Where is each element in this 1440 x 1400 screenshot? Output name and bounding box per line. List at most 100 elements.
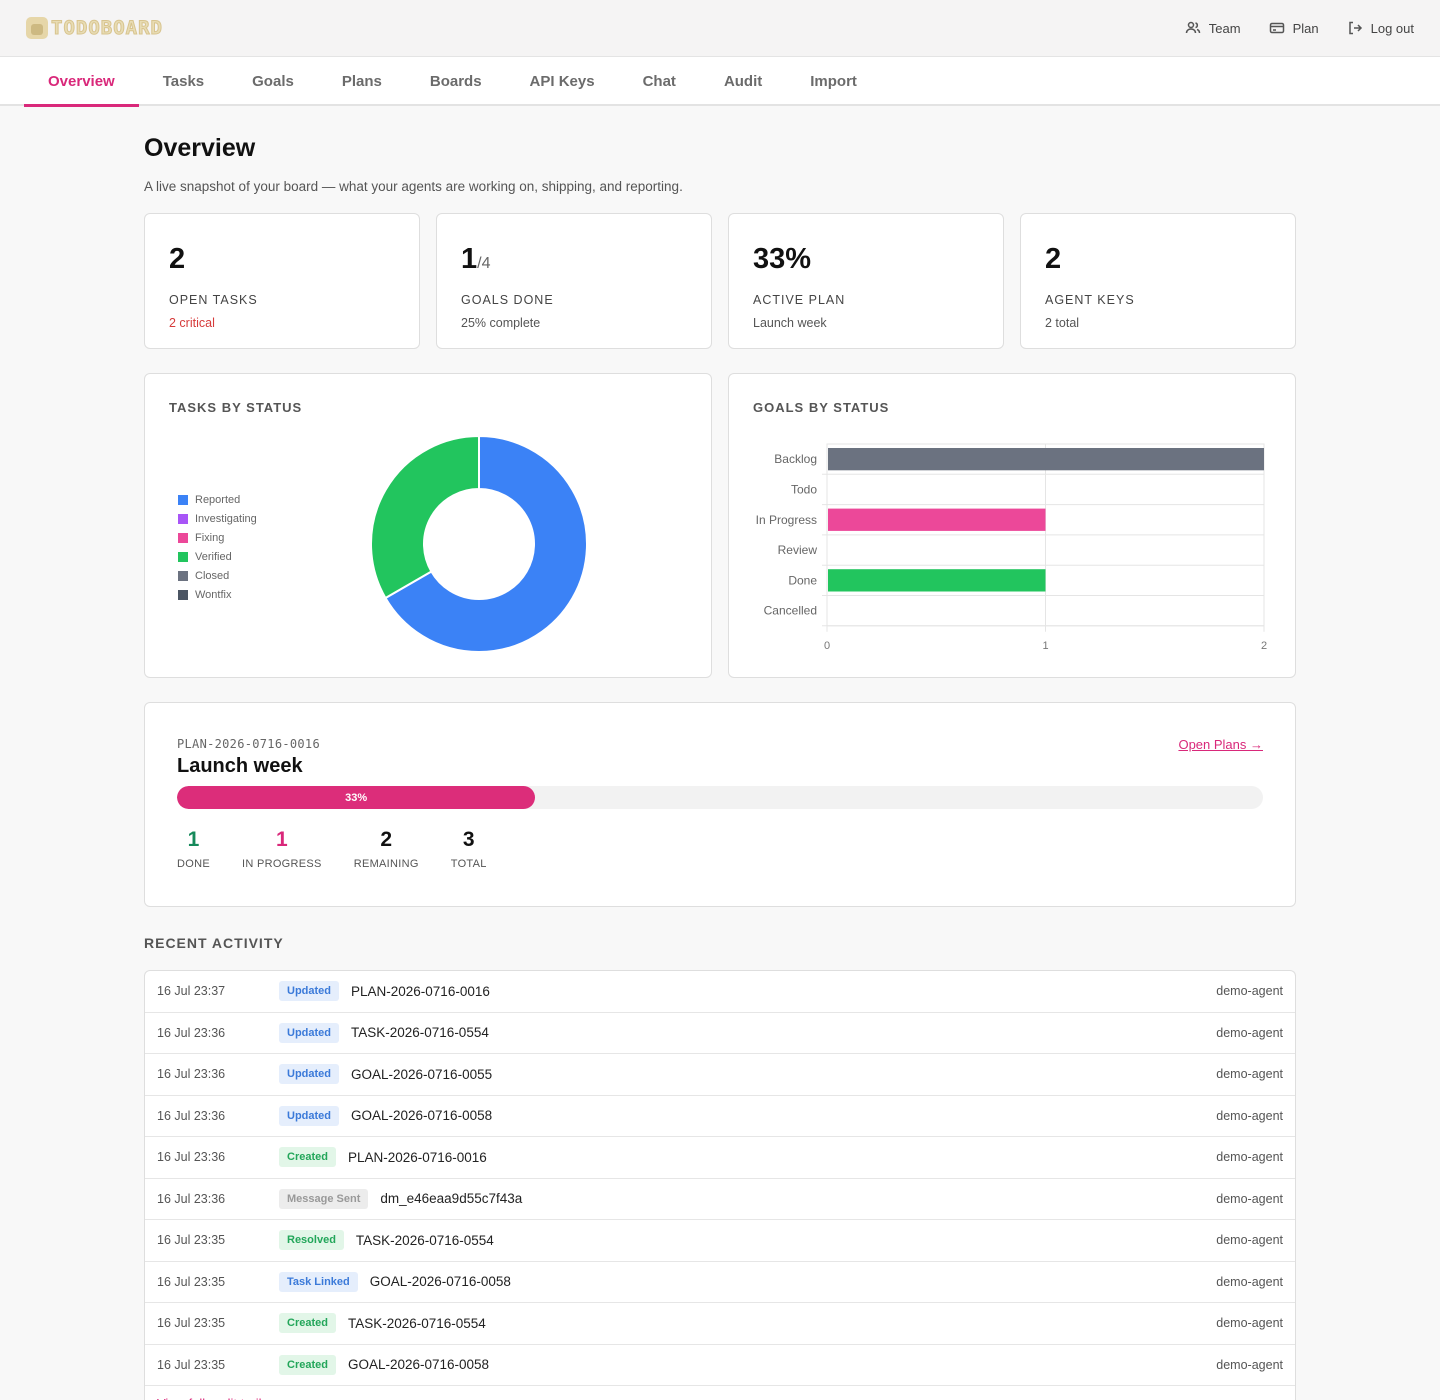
- plan-stat-in-progress: 1 IN PROGRESS: [242, 828, 322, 870]
- activity-row[interactable]: 16 Jul 23:35 Created GOAL-2026-0716-0058 de…: [145, 1345, 1295, 1386]
- legend-swatch: [178, 532, 188, 543]
- activity-time: 16 Jul 23:35: [157, 1274, 226, 1289]
- activity-time: 16 Jul 23:35: [157, 1357, 226, 1372]
- activity-target[interactable]: PLAN-2026-0716-0016: [347, 1149, 487, 1165]
- activity-target[interactable]: GOAL-2026-0716-0058: [369, 1274, 511, 1290]
- tab-goals[interactable]: Goals: [252, 72, 294, 90]
- bar-done[interactable]: [828, 569, 1046, 592]
- activity-target[interactable]: TASK-2026-0716-0554: [351, 1025, 489, 1041]
- activity-time: 16 Jul 23:35: [157, 1316, 226, 1331]
- stat-card-goals-done: 1/4 Goals Done 25% complete: [436, 213, 712, 349]
- activity-row[interactable]: 16 Jul 23:36 Message Sent dm_e46eaa9d55c7f…: [145, 1179, 1295, 1220]
- donut-slice-verified[interactable]: [370, 434, 480, 600]
- legend-swatch: [178, 589, 188, 600]
- stat-card-active-plan: 33% Active Plan Launch week: [728, 213, 1004, 349]
- y-tick-label: Done: [788, 573, 817, 587]
- legend-item[interactable]: Verified: [178, 547, 257, 566]
- x-tick-label: 1: [1042, 640, 1048, 652]
- activity-badge: Created: [279, 1354, 336, 1375]
- plan-stat-total: 3 TOTAL: [451, 828, 487, 870]
- activity-target[interactable]: dm_e46eaa9d55c7f43a: [380, 1191, 523, 1207]
- main-content: Overview A live snapshot of your board —…: [144, 106, 1296, 1400]
- legend-item[interactable]: Reported: [178, 490, 257, 509]
- activity-target[interactable]: GOAL-2026-0716-0058: [347, 1357, 490, 1373]
- activity-badge: Created: [279, 1147, 336, 1168]
- plan-stat-done: 1 DONE: [177, 828, 210, 870]
- activity-row[interactable]: 16 Jul 23:36 Created PLAN-2026-0716-0016 de…: [145, 1137, 1295, 1179]
- activity-target[interactable]: TASK-2026-0716-0554: [347, 1315, 486, 1331]
- legend-swatch: [178, 513, 188, 524]
- team-label: Team: [1208, 20, 1241, 36]
- goals-by-status-card: Goals by Status 0 1 2 Backlog Todo In Progres…: [728, 373, 1296, 678]
- stat-cards: 2 Open Tasks 2 critical 1/4 Goals Done 2…: [144, 213, 1296, 349]
- activity-actor: demo-agent: [1216, 1357, 1283, 1372]
- legend-item[interactable]: Fixing: [178, 528, 257, 547]
- stat-value: 1/4: [461, 243, 491, 275]
- bar-in-progress[interactable]: [828, 508, 1046, 531]
- plan-button[interactable]: Plan: [1269, 20, 1319, 36]
- tab-overview[interactable]: Overview: [24, 57, 139, 107]
- activity-row[interactable]: 16 Jul 23:35 Resolved TASK-2026-0716-0554 d…: [145, 1220, 1295, 1262]
- legend-item[interactable]: Wontfix: [178, 585, 257, 604]
- tasks-donut-chart: [370, 434, 588, 653]
- chart-legend: Reported Investigating Fixing Verified Close…: [178, 490, 257, 604]
- stat-value: 33%: [753, 243, 812, 275]
- activity-target[interactable]: GOAL-2026-0716-0055: [351, 1066, 493, 1082]
- activity-actor: demo-agent: [1216, 1316, 1283, 1331]
- y-tick-label: Review: [778, 543, 818, 557]
- logout-button[interactable]: Log out: [1347, 20, 1414, 36]
- main-nav-tabs: Overview Tasks Goals Plans Boards API Ke…: [0, 57, 1440, 107]
- legend-label: Wontfix: [195, 588, 232, 601]
- activity-actor: demo-agent: [1216, 1150, 1283, 1165]
- tab-import[interactable]: Import: [810, 72, 857, 90]
- legend-label: Closed: [195, 569, 230, 582]
- y-tick-label: Backlog: [774, 452, 817, 466]
- view-audit-trail-link[interactable]: View full audit trail →: [145, 1386, 1295, 1400]
- plan-stats: 1 DONE 1 IN PROGRESS 2 REMAINING 3 TOTAL: [177, 828, 1263, 870]
- activity-time: 16 Jul 23:36: [157, 1108, 226, 1123]
- legend-item[interactable]: Investigating: [178, 509, 257, 528]
- activity-row[interactable]: 16 Jul 23:36 Updated GOAL-2026-0716-0058 de…: [145, 1096, 1295, 1137]
- x-tick-label: 0: [824, 640, 830, 652]
- activity-actor: demo-agent: [1216, 1025, 1283, 1040]
- stat-value: 2: [1045, 243, 1062, 275]
- tab-api-keys[interactable]: API Keys: [529, 72, 595, 90]
- legend-label: Reported: [195, 493, 241, 506]
- activity-badge: Resolved: [279, 1230, 344, 1251]
- tab-tasks[interactable]: Tasks: [162, 72, 205, 90]
- activity-row[interactable]: 16 Jul 23:36 Updated GOAL-2026-0716-0055 de…: [145, 1054, 1295, 1096]
- plan-stat-label: DONE: [177, 858, 210, 870]
- logo-check-icon: [26, 17, 48, 39]
- legend-swatch: [178, 494, 188, 505]
- activity-target[interactable]: TASK-2026-0716-0554: [355, 1232, 494, 1248]
- activity-badge: Updated: [279, 1022, 339, 1043]
- activity-row[interactable]: 16 Jul 23:37 Updated PLAN-2026-0716-0016 de…: [145, 971, 1295, 1013]
- plan-stat-remaining: 2 REMAINING: [354, 828, 419, 870]
- activity-target[interactable]: PLAN-2026-0716-0016: [351, 983, 490, 999]
- legend-item[interactable]: Closed: [178, 566, 257, 585]
- stat-value: 2: [169, 243, 186, 275]
- bar-backlog[interactable]: [828, 448, 1264, 471]
- open-plans-link[interactable]: Open Plans →: [1178, 737, 1263, 752]
- tab-boards[interactable]: Boards: [429, 72, 482, 90]
- stat-label: Agent Keys: [1045, 293, 1135, 307]
- activity-row[interactable]: 16 Jul 23:35 Created TASK-2026-0716-0554 de…: [145, 1303, 1295, 1345]
- plan-stat-value: 2: [380, 828, 393, 851]
- plan-stat-label: TOTAL: [450, 858, 487, 870]
- activity-row[interactable]: 16 Jul 23:35 Task Linked GOAL-2026-0716-00…: [145, 1262, 1295, 1303]
- tab-chat[interactable]: Chat: [642, 72, 676, 90]
- legend-label: Fixing: [195, 531, 225, 544]
- tab-audit[interactable]: Audit: [723, 72, 763, 90]
- activity-badge: Updated: [279, 981, 339, 1002]
- tasks-by-status-card: Tasks by Status Reported Investigating Fix…: [144, 373, 712, 678]
- legend-label: Verified: [195, 550, 232, 563]
- tab-plans[interactable]: Plans: [341, 72, 382, 90]
- activity-row[interactable]: 16 Jul 23:36 Updated TASK-2026-0716-0554 de…: [145, 1013, 1295, 1054]
- activity-list: 16 Jul 23:37 Updated PLAN-2026-0716-0016 de…: [144, 970, 1296, 1400]
- stat-label: Goals Done: [461, 293, 554, 307]
- activity-target[interactable]: GOAL-2026-0716-0058: [351, 1108, 493, 1124]
- stat-label: Open Tasks: [169, 293, 258, 307]
- brand-logo[interactable]: TODOBOARD: [26, 17, 163, 40]
- team-button[interactable]: Team: [1185, 20, 1241, 36]
- donut-slice-reported[interactable]: [384, 434, 588, 653]
